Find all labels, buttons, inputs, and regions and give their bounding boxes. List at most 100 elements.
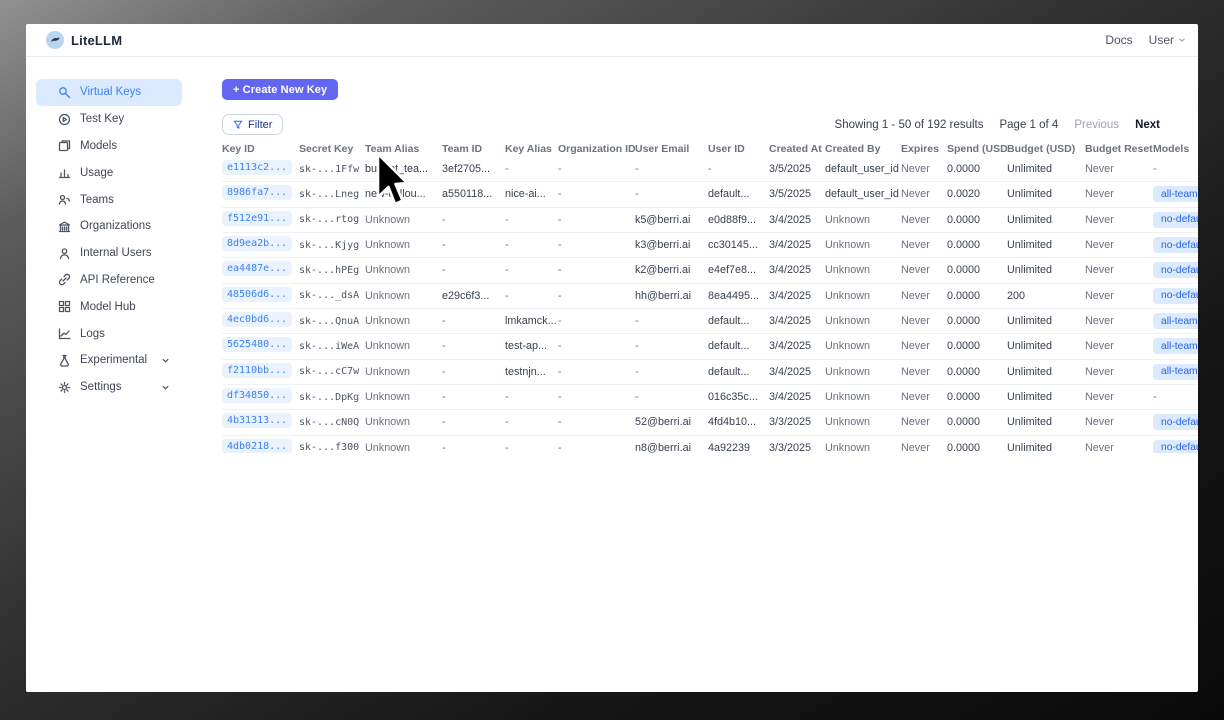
key-id-badge[interactable]: f512e91... xyxy=(222,210,292,226)
cell-key-id[interactable]: ea4487e... xyxy=(222,261,299,279)
previous-page-button[interactable]: Previous xyxy=(1074,118,1120,131)
cell-user-email: - xyxy=(635,391,639,404)
cell-key-id[interactable]: df34850... xyxy=(222,388,299,406)
sidebar-item-test-key[interactable]: Test Key xyxy=(36,106,182,133)
models-icon xyxy=(58,139,71,152)
cell-budget-reset: Never xyxy=(1085,391,1114,404)
organizations-icon xyxy=(58,220,71,233)
column-header-created-by: Created By xyxy=(825,143,881,155)
cell-key-id[interactable]: 4ec0bd6... xyxy=(222,312,299,330)
column-header-user-id: User ID xyxy=(708,143,745,155)
cell-key-id[interactable]: 8986fa7... xyxy=(222,185,299,203)
cell-user-id: e4ef7e8... xyxy=(708,264,757,277)
next-page-button[interactable]: Next xyxy=(1135,118,1160,131)
litellm-logo-icon xyxy=(46,31,64,49)
cell-organization-id: - xyxy=(558,365,562,378)
cell-expires: Never xyxy=(901,289,930,302)
key-id-badge[interactable]: e1113c2... xyxy=(222,160,292,176)
cell-budget: Unlimited xyxy=(1007,188,1053,201)
cell-user-id: default... xyxy=(708,315,750,328)
cell-key-id[interactable]: 48506d6... xyxy=(222,286,299,305)
cell-created-at: 3/4/2025 xyxy=(769,213,812,226)
cell-key-id[interactable]: 4b31313... xyxy=(222,413,299,431)
sidebar-item-internal-users[interactable]: Internal Users xyxy=(36,240,182,267)
cell-organization-id: - xyxy=(558,441,562,453)
cell-team-alias: Unknown xyxy=(365,239,411,252)
key-id-badge[interactable]: f2110bb... xyxy=(222,362,292,378)
user-menu[interactable]: User xyxy=(1149,33,1186,47)
cell-secret-key: sk-...f300 xyxy=(299,442,360,453)
docs-link[interactable]: Docs xyxy=(1105,33,1133,47)
cell-budget-reset: Never xyxy=(1085,188,1114,201)
cell-team-alias: Unknown xyxy=(365,416,411,429)
key-id-badge[interactable]: 48506d6... xyxy=(222,286,292,302)
cell-key-alias: - xyxy=(505,264,509,277)
cell-spend: 0.0000 xyxy=(947,391,981,404)
cell-team-id: a550118... xyxy=(442,188,493,201)
cell-created-at: 3/4/2025 xyxy=(769,391,812,404)
cell-key-alias: - xyxy=(505,289,509,302)
key-id-badge[interactable]: ea4487e... xyxy=(222,261,292,277)
sidebar-item-virtual-keys[interactable]: Virtual Keys xyxy=(36,79,182,106)
cell-key-alias: - xyxy=(505,416,509,429)
sidebar-item-api-reference[interactable]: API Reference xyxy=(36,267,182,294)
cell-key-id[interactable]: 8d9ea2b... xyxy=(222,236,299,254)
cell-created-by: default_user_id xyxy=(825,188,899,201)
cell-created-at: 3/4/2025 xyxy=(769,264,812,277)
models-badge: no-default-models xyxy=(1153,237,1198,254)
table-header-row: Key ID Secret Key Team Alias Team ID Key Ali… xyxy=(222,141,1198,157)
cell-models: no-default-models xyxy=(1153,287,1198,304)
models-badge: all-team-models xyxy=(1153,313,1198,330)
key-id-badge[interactable]: df34850... xyxy=(222,388,292,404)
cell-team-id: - xyxy=(442,416,446,429)
cell-budget: Unlimited xyxy=(1007,315,1053,328)
cell-created-by: Unknown xyxy=(825,239,871,252)
filter-button[interactable]: Filter xyxy=(222,114,284,135)
cell-budget-reset: Never xyxy=(1085,441,1114,453)
sidebar-item-label: Model Hub xyxy=(80,300,136,313)
cell-team-alias: Unknown xyxy=(365,340,411,353)
cell-user-email: hh@berri.ai xyxy=(635,289,691,302)
cell-key-alias: nice-ai... xyxy=(505,188,546,201)
sidebar-item-model-hub[interactable]: Model Hub xyxy=(36,293,182,320)
sidebar-item-logs[interactable]: Logs xyxy=(36,320,182,347)
key-id-badge[interactable]: 4b31313... xyxy=(222,413,292,429)
settings-icon xyxy=(58,381,71,394)
sidebar-item-usage[interactable]: Usage xyxy=(36,159,182,186)
create-new-key-button[interactable]: + Create New Key xyxy=(222,79,339,100)
cell-spend: 0.0000 xyxy=(947,239,981,252)
cell-created-by: Unknown xyxy=(825,213,871,226)
cell-key-id[interactable]: f512e91... xyxy=(222,210,299,229)
cell-key-id[interactable]: 5625480... xyxy=(222,337,299,355)
cell-secret-key: sk-...Kjyg xyxy=(299,239,360,251)
cell-key-alias: - xyxy=(505,239,509,252)
cell-spend: 0.0020 xyxy=(947,188,981,201)
sidebar-item-label: Models xyxy=(80,139,118,152)
sidebar-item-teams[interactable]: Teams xyxy=(36,186,182,213)
sidebar-item-label: Settings xyxy=(80,381,122,394)
key-id-badge[interactable]: 4db0218... xyxy=(222,438,292,453)
cell-team-id: - xyxy=(442,365,446,378)
sidebar-item-organizations[interactable]: Organizations xyxy=(36,213,182,240)
cell-team-id: 3ef2705... xyxy=(442,163,491,176)
column-header-user-email: User Email xyxy=(635,143,690,155)
sidebar-item-models[interactable]: Models xyxy=(36,133,182,160)
sidebar-item-settings[interactable]: Settings xyxy=(36,374,182,401)
cell-spend: 0.0000 xyxy=(947,163,981,176)
cell-key-id[interactable]: 4db0218... xyxy=(222,438,299,453)
cell-models: - xyxy=(1153,163,1157,176)
cell-key-alias: - xyxy=(505,441,509,453)
cell-key-id[interactable]: e1113c2... xyxy=(222,160,299,178)
key-id-badge[interactable]: 8d9ea2b... xyxy=(222,236,292,252)
cell-user-id: 016c35c... xyxy=(708,391,758,404)
key-id-badge[interactable]: 5625480... xyxy=(222,337,292,353)
cell-key-id[interactable]: f2110bb... xyxy=(222,362,299,381)
cell-user-email: k2@berri.ai xyxy=(635,264,691,277)
cell-budget: Unlimited xyxy=(1007,416,1053,429)
cell-user-id: 4fd4b10... xyxy=(708,416,757,429)
sidebar-item-experimental[interactable]: Experimental xyxy=(36,347,182,374)
key-id-badge[interactable]: 8986fa7... xyxy=(222,185,292,201)
table-row: 4ec0bd6... sk-...QnuA Unknown - lmkamck... - -… xyxy=(222,309,1198,335)
cell-team-id: - xyxy=(442,264,446,277)
key-id-badge[interactable]: 4ec0bd6... xyxy=(222,312,292,328)
